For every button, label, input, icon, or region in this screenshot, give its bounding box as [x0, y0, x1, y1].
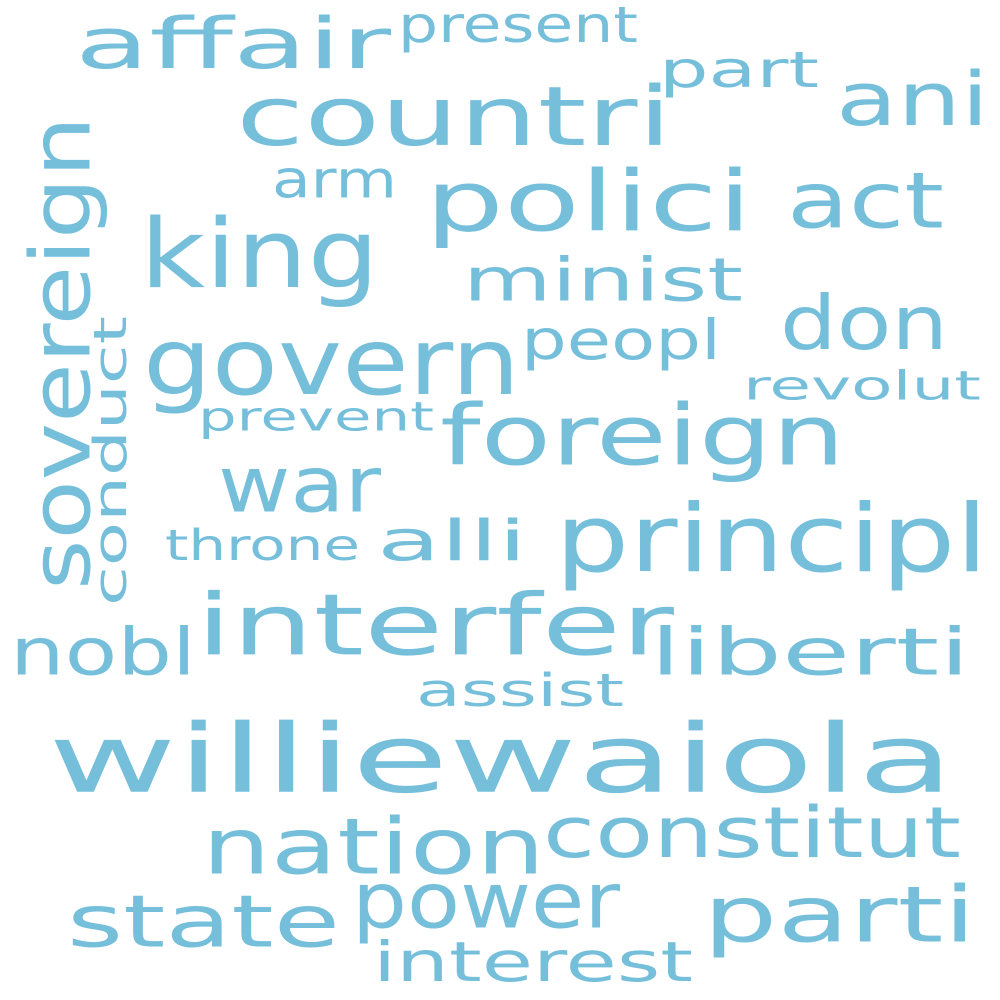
cloud-word: principl [555, 483, 988, 594]
cloud-word: interfer [196, 575, 674, 675]
cloud-word: revolut [743, 362, 981, 410]
cloud-word: nation [202, 800, 545, 893]
cloud-word: assist [416, 663, 624, 717]
cloud-word: polici [425, 152, 752, 251]
cloud-word: minist [463, 244, 743, 315]
cloud-word: alli [377, 507, 527, 574]
cloud-word: conduct [83, 316, 137, 606]
cloud-word: peopl [521, 308, 721, 373]
cloud-word: throne [165, 520, 360, 571]
cloud-word: interest [373, 930, 693, 995]
cloud-word: arm [272, 149, 397, 211]
cloud-word: nobl [10, 614, 196, 691]
cloud-word: countri [236, 68, 672, 165]
cloud-word: ani [836, 56, 989, 143]
cloud-word: constitut [543, 791, 961, 874]
cloud-word: affair [75, 2, 391, 85]
cloud-word: state [67, 879, 340, 964]
cloud-word: prevent [198, 393, 434, 441]
cloud-word: power [352, 854, 620, 947]
cloud-word: king [140, 198, 379, 310]
cloud-word: war [218, 438, 381, 531]
cloud-word: don [780, 279, 948, 367]
cloud-word: liberti [650, 614, 970, 691]
cloud-word: parti [703, 868, 976, 961]
cloud-word: williewaiola [48, 703, 954, 815]
cloud-word: act [787, 154, 944, 247]
cloud-word: present [398, 0, 638, 54]
cloud-word: govern [143, 307, 520, 417]
cloud-word: foreign [440, 386, 845, 485]
cloud-word: part [659, 40, 819, 99]
